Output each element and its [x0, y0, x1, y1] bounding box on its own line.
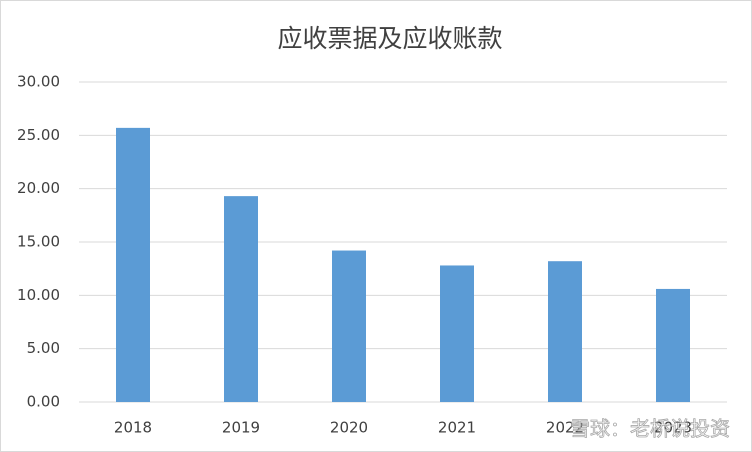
y-tick-label: 25.00: [17, 126, 60, 144]
bar: [548, 261, 582, 402]
x-tick-label: 2019: [222, 419, 260, 437]
bar: [656, 288, 690, 402]
y-tick-label: 20.00: [17, 179, 60, 197]
y-tick-label: 10.00: [17, 286, 60, 304]
bar: [332, 250, 366, 402]
y-tick-label: 15.00: [17, 233, 60, 251]
x-tick-label: 2023: [654, 419, 692, 437]
y-tick-label: 0.00: [27, 393, 60, 411]
x-tick-label: 2021: [438, 419, 476, 437]
bar: [116, 127, 150, 402]
y-tick-label: 30.00: [17, 73, 60, 91]
watermark: 雪球：老桥说投资: [570, 417, 730, 441]
y-tick-label: 5.00: [27, 339, 60, 357]
bar: [224, 196, 258, 402]
chart-title: 应收票据及应收账款: [277, 24, 502, 53]
x-tick-label: 2020: [330, 419, 368, 437]
bar: [440, 265, 474, 402]
x-tick-label: 2022: [546, 419, 584, 437]
x-tick-label: 2018: [114, 419, 152, 437]
